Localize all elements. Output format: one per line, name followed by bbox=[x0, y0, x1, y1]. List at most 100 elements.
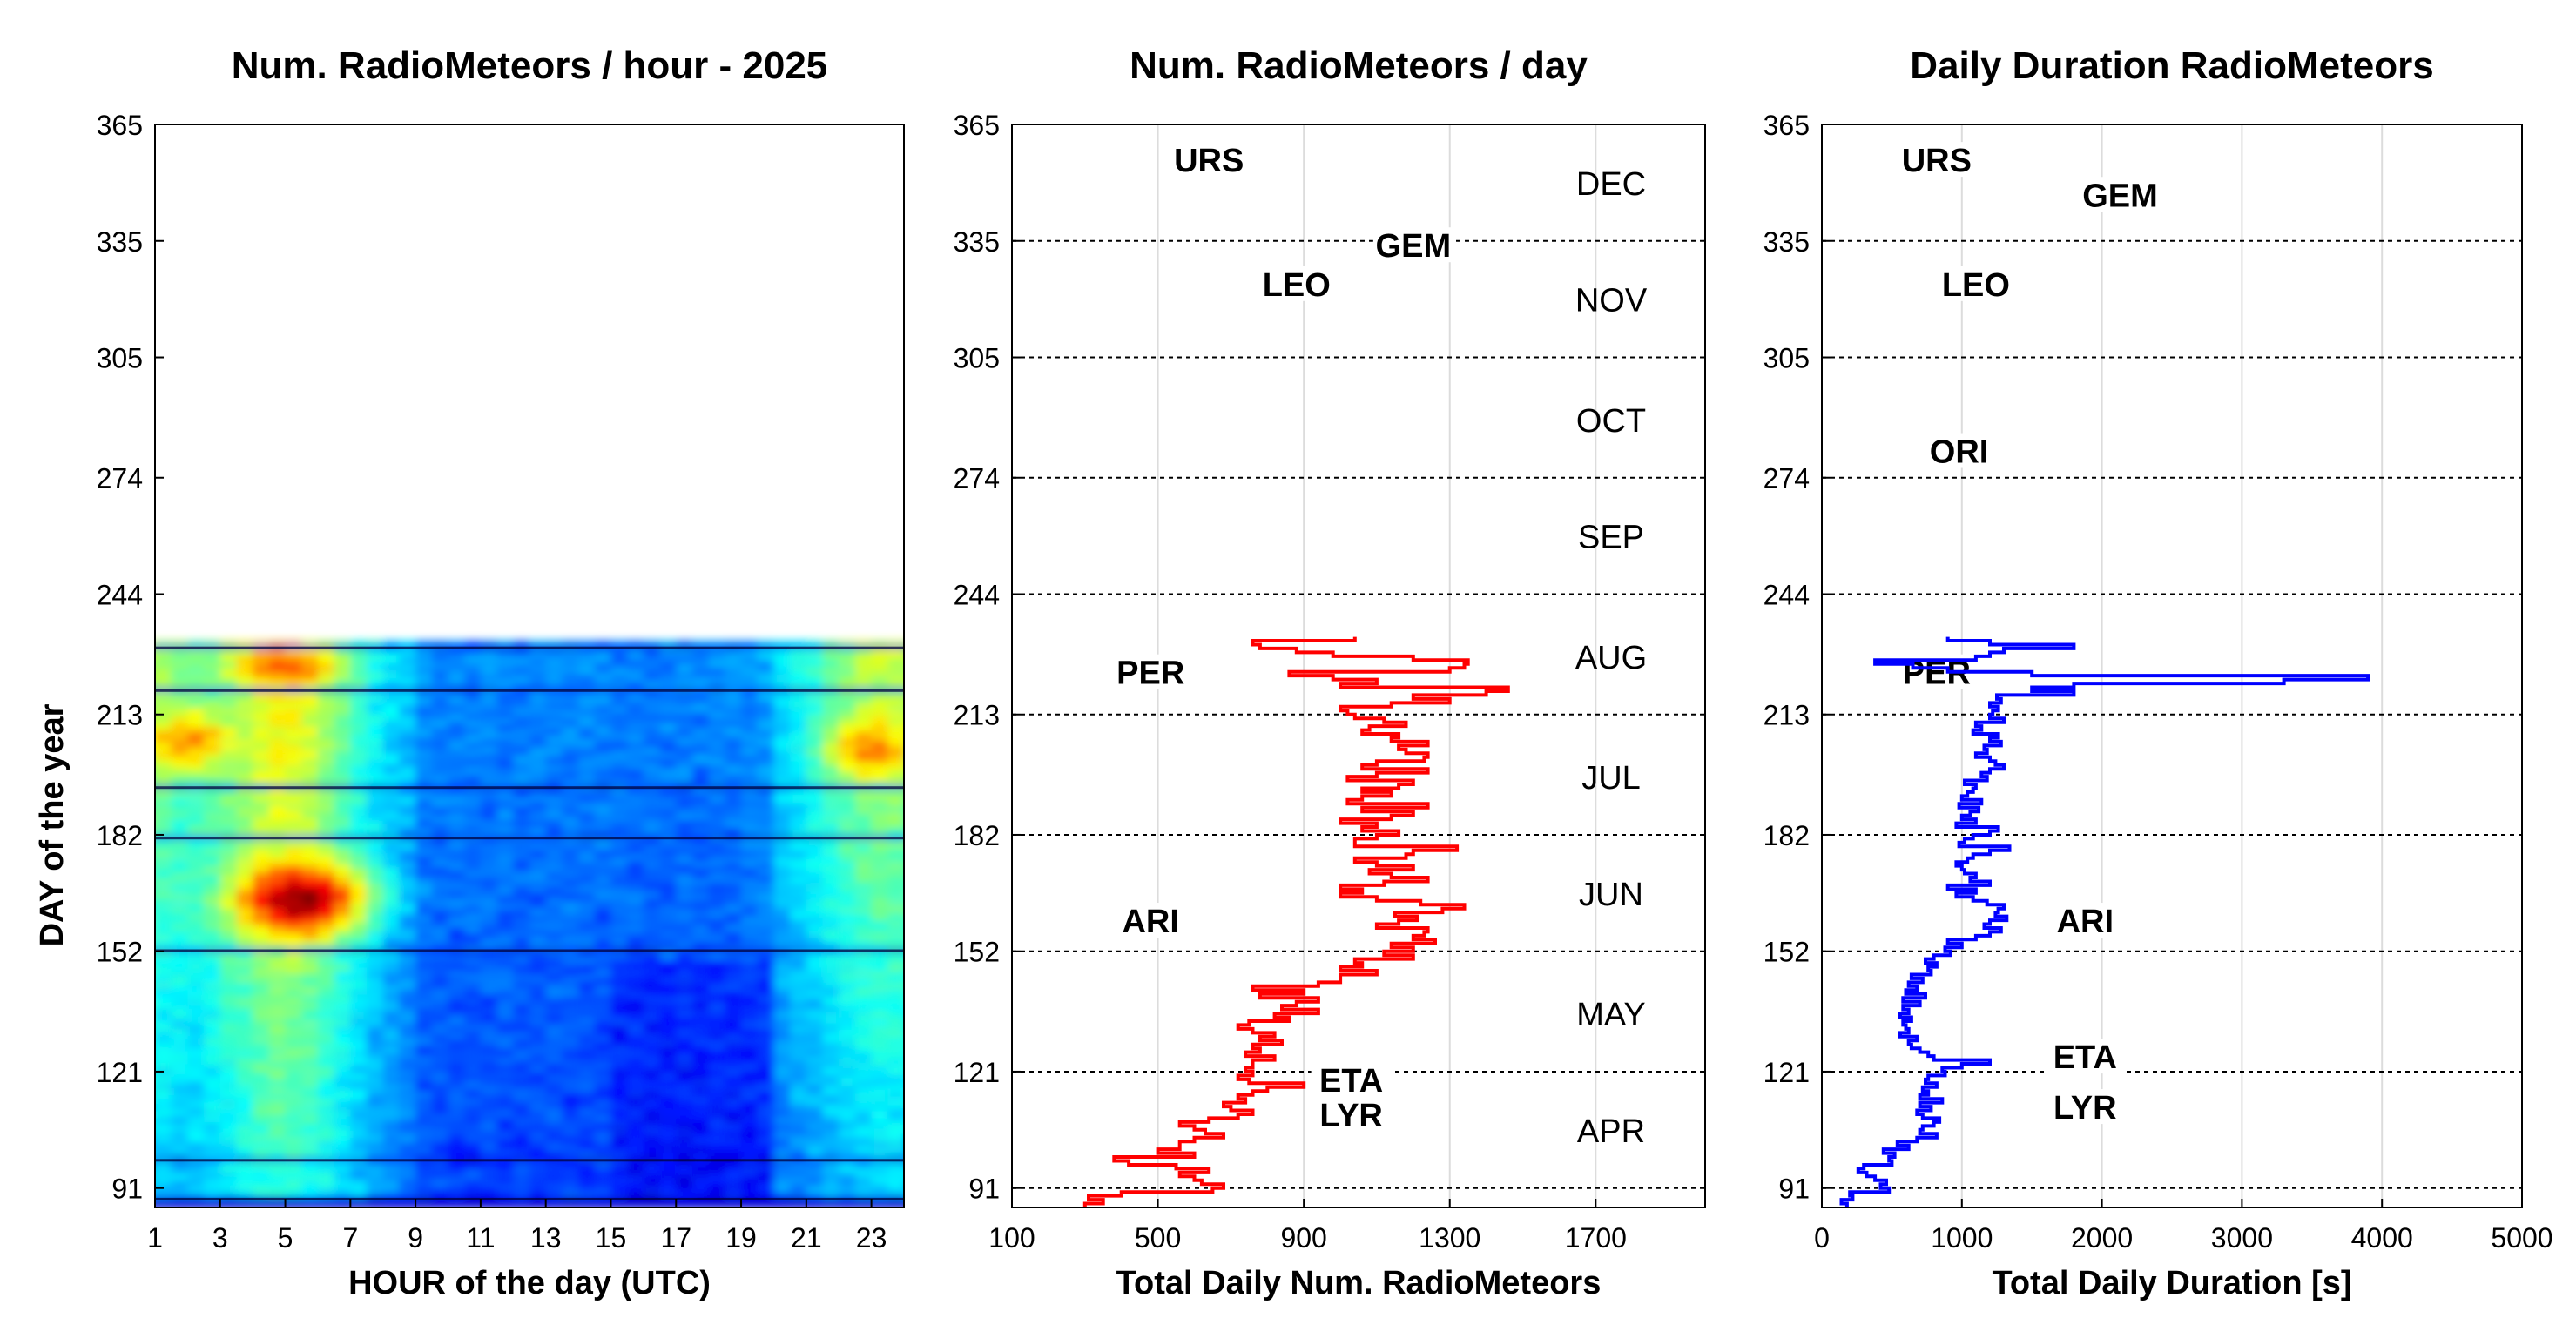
heatmap-cell bbox=[350, 1071, 368, 1077]
heatmap-cell bbox=[285, 916, 303, 921]
heatmap-cell bbox=[806, 1110, 824, 1115]
heatmap-cell bbox=[334, 939, 352, 945]
heatmap-cell bbox=[513, 1099, 530, 1104]
heatmap-cell bbox=[610, 1099, 628, 1104]
heatmap-cell bbox=[594, 815, 612, 820]
heatmap-cell bbox=[367, 1032, 384, 1038]
heatmap-cell bbox=[187, 830, 205, 836]
heatmap-cell bbox=[708, 1059, 726, 1065]
heatmap-cell bbox=[692, 963, 710, 968]
heatmap-cell bbox=[854, 1180, 873, 1186]
heatmap-cell bbox=[204, 846, 221, 851]
heatmap-cell bbox=[643, 1184, 661, 1189]
heatmap-cell bbox=[529, 1172, 547, 1178]
heatmap-cell bbox=[643, 998, 661, 1003]
heatmap-cell bbox=[399, 807, 416, 812]
heatmap-cell bbox=[790, 811, 807, 817]
heatmap-cell bbox=[725, 1165, 742, 1170]
heatmap-cell bbox=[415, 1184, 433, 1189]
heatmap-cell bbox=[350, 1086, 368, 1093]
heatmap-cell bbox=[790, 1168, 807, 1173]
heatmap-cell bbox=[806, 804, 824, 809]
heatmap-cell bbox=[887, 1149, 904, 1154]
heatmap-cell bbox=[643, 985, 661, 992]
heatmap-cell bbox=[676, 1017, 693, 1022]
heatmap-cell bbox=[155, 900, 172, 906]
heatmap-cell bbox=[545, 955, 563, 960]
heatmap-cell bbox=[253, 920, 270, 925]
heatmap-cell bbox=[415, 1040, 433, 1046]
heatmap-cell bbox=[725, 924, 742, 929]
heatmap-cell bbox=[496, 1001, 515, 1006]
heatmap-cell bbox=[708, 998, 726, 1003]
heatmap-cell bbox=[236, 1203, 253, 1207]
heatmap-cell bbox=[725, 1040, 742, 1046]
heatmap-cell bbox=[545, 1203, 563, 1207]
heatmap-cell bbox=[367, 1184, 384, 1189]
heatmap-cell bbox=[806, 1028, 824, 1034]
heatmap-cell bbox=[741, 1091, 759, 1096]
heatmap-cell bbox=[285, 1180, 303, 1186]
heatmap-cell bbox=[187, 1192, 205, 1197]
heatmap-cell bbox=[187, 873, 205, 878]
heatmap-cell bbox=[659, 916, 678, 921]
heatmap-cell bbox=[253, 1187, 270, 1193]
heatmap-cell bbox=[513, 1009, 530, 1014]
heatmap-cell bbox=[236, 830, 253, 836]
heatmap-cell bbox=[578, 1067, 596, 1073]
heatmap-cell bbox=[285, 1099, 303, 1104]
heatmap-cell bbox=[219, 1141, 238, 1147]
heatmap-cell bbox=[692, 811, 710, 817]
heatmap-cell bbox=[610, 1083, 628, 1088]
heatmap-cell bbox=[822, 974, 840, 979]
heatmap-cell bbox=[822, 1114, 840, 1120]
heatmap-cell bbox=[155, 897, 172, 902]
heatmap-cell bbox=[643, 1017, 661, 1022]
heatmap-cell bbox=[367, 993, 384, 999]
heatmap-cell bbox=[318, 990, 335, 995]
heatmap-cell bbox=[513, 900, 530, 906]
heatmap-cell bbox=[676, 924, 693, 929]
heatmap-cell bbox=[155, 1052, 172, 1057]
heatmap-cell bbox=[643, 1040, 661, 1046]
heatmap-cell bbox=[187, 1133, 205, 1139]
heatmap-cell bbox=[204, 881, 221, 886]
heatmap-cell bbox=[301, 1025, 319, 1030]
heatmap-cell bbox=[529, 998, 547, 1003]
heatmap-cell bbox=[871, 1110, 889, 1115]
heatmap-cell bbox=[171, 904, 189, 910]
heatmap-cell bbox=[692, 1091, 710, 1096]
heatmap-cell bbox=[236, 1168, 253, 1173]
heatmap-cell bbox=[871, 924, 889, 929]
heatmap-cell bbox=[187, 897, 205, 902]
heatmap-cell bbox=[790, 982, 807, 987]
heatmap-cell bbox=[399, 1184, 416, 1189]
heatmap-cell bbox=[887, 928, 904, 933]
heatmap-cell bbox=[871, 1009, 889, 1014]
heatmap-cell bbox=[904, 1099, 921, 1103]
heatmap-cell bbox=[334, 1017, 352, 1022]
heatmap-cell bbox=[708, 1083, 726, 1088]
heatmap-cell bbox=[545, 993, 563, 999]
heatmap-cell bbox=[773, 912, 791, 918]
heatmap-cell bbox=[480, 865, 498, 871]
heatmap-cell bbox=[236, 920, 253, 925]
heatmap-cell bbox=[155, 1141, 156, 1147]
heatmap-cell bbox=[790, 892, 807, 898]
heatmap-cell bbox=[659, 804, 678, 809]
heatmap-cell bbox=[285, 1052, 303, 1057]
heatmap-cell bbox=[253, 1048, 270, 1053]
heatmap-cell bbox=[236, 1001, 253, 1006]
heatmap-cell bbox=[155, 1091, 156, 1096]
heatmap-cell bbox=[431, 1013, 449, 1019]
heatmap-cell bbox=[187, 1021, 205, 1026]
heatmap-cell bbox=[578, 1129, 596, 1135]
heatmap-cell bbox=[562, 1028, 579, 1034]
heatmap-cell bbox=[171, 1009, 189, 1014]
heatmap-cell bbox=[790, 884, 807, 891]
heatmap-cell bbox=[757, 811, 775, 817]
heatmap-cell bbox=[301, 1094, 319, 1099]
heatmap-cell bbox=[415, 1009, 433, 1014]
heatmap-cell bbox=[318, 1114, 335, 1120]
heatmap-cell bbox=[431, 1187, 449, 1193]
